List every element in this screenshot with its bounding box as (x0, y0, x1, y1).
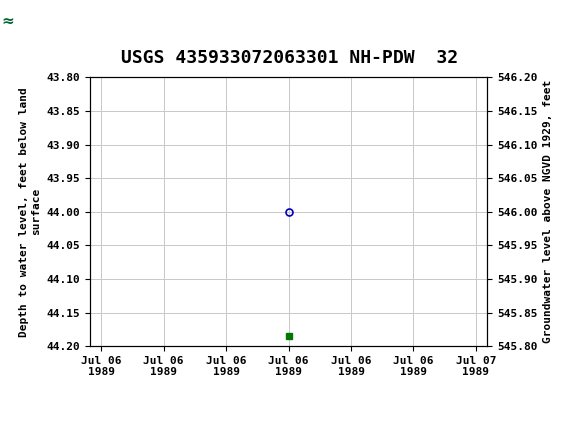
Y-axis label: Groundwater level above NGVD 1929, feet: Groundwater level above NGVD 1929, feet (543, 80, 553, 344)
Bar (2, 6, 26, 37)
Text: USGS 435933072063301 NH-PDW  32: USGS 435933072063301 NH-PDW 32 (121, 49, 459, 67)
Text: USGS: USGS (9, 12, 64, 31)
Text: ≈: ≈ (2, 14, 15, 29)
Y-axis label: Depth to water level, feet below land
surface: Depth to water level, feet below land su… (19, 87, 41, 337)
